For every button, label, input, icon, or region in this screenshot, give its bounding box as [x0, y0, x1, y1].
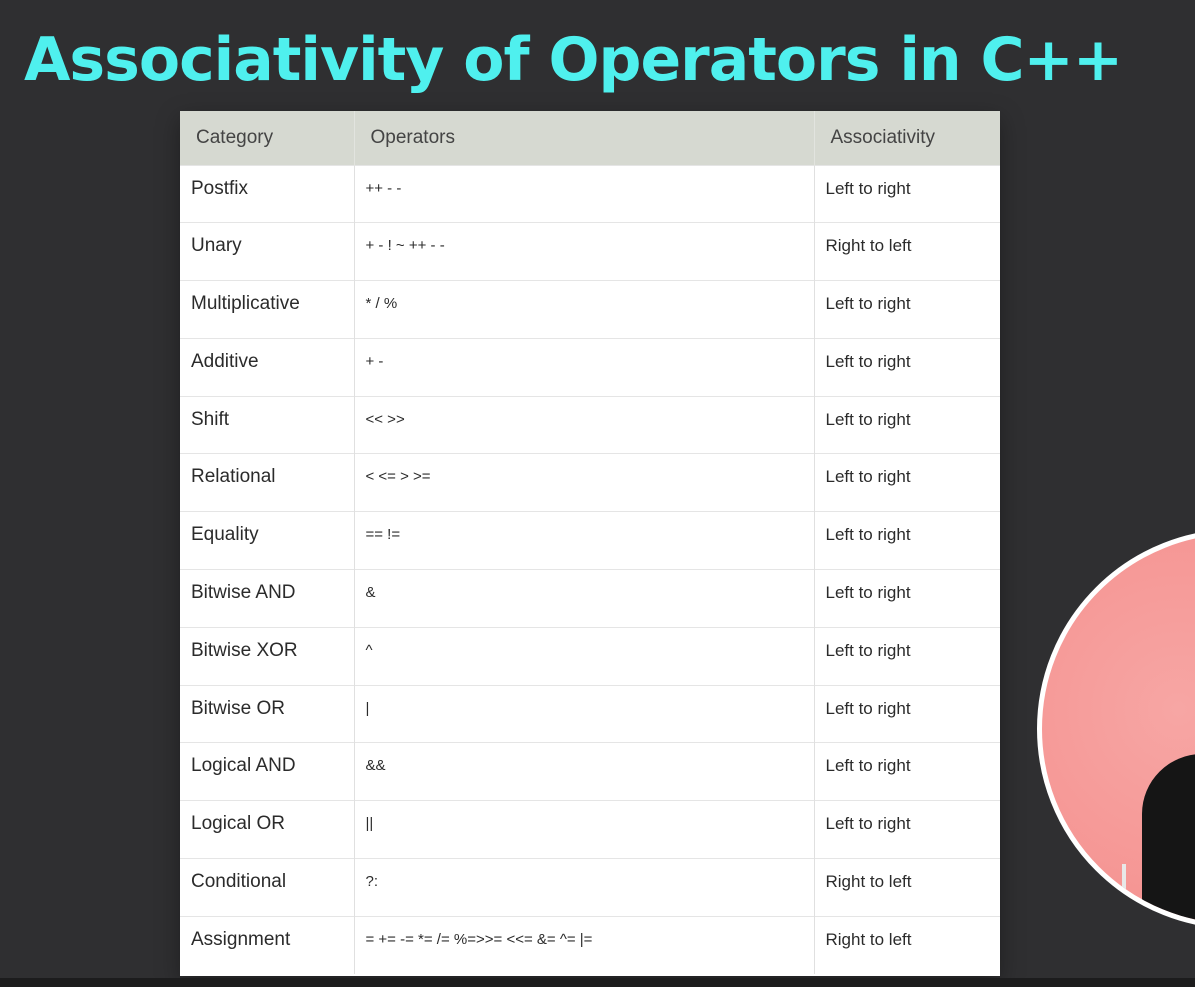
associativity-cell: Right to left — [825, 929, 912, 949]
header-operators: Operators — [354, 111, 815, 165]
table-row: Logical OR || Left to right — [180, 800, 1000, 859]
associativity-cell: Left to right — [825, 525, 911, 545]
category-cell: Assignment — [180, 916, 355, 975]
associativity-cell: Left to right — [825, 583, 911, 603]
table-header-row: Category Operators Associativity — [180, 111, 1000, 165]
table-row: Bitwise AND & Left to right — [180, 569, 1000, 628]
category-cell: Bitwise XOR — [180, 627, 355, 686]
table-row: Shift << >> Left to right — [180, 396, 1000, 454]
slide-title: Associativity of Operators in C++ — [24, 25, 1123, 95]
associativity-cell: Left to right — [825, 467, 911, 487]
operators-cell: || — [354, 800, 815, 859]
operators-cell: * / % — [354, 280, 815, 339]
table-row: Multiplicative * / % Left to right — [180, 280, 1000, 339]
associativity-cell: Left to right — [825, 294, 911, 314]
table-row: Additive + - Left to right — [180, 338, 1000, 397]
operators-cell: = += -= *= /= %=>>= <<= &= ^= |= — [354, 916, 815, 975]
table-row: Bitwise XOR ^ Left to right — [180, 627, 1000, 686]
operators-cell: & — [354, 569, 815, 628]
header-category: Category — [180, 111, 355, 165]
category-cell: Logical AND — [180, 742, 355, 801]
associativity-cell: Left to right — [825, 756, 911, 776]
category-cell: Conditional — [180, 858, 355, 917]
operators-cell: ++ - - — [354, 165, 815, 223]
category-cell: Multiplicative — [180, 280, 355, 339]
header-associativity: Associativity — [830, 126, 936, 148]
presenter-webcam-avatar — [1037, 529, 1195, 929]
table-row: Unary + - ! ~ ++ - - Right to left — [180, 222, 1000, 281]
table-row: Postfix ++ - - Left to right — [180, 165, 1000, 223]
operators-cell: << >> — [354, 396, 815, 454]
category-cell: Logical OR — [180, 800, 355, 859]
operators-cell: < <= > >= — [354, 453, 815, 512]
associativity-cell: Left to right — [825, 698, 911, 718]
table-row: Logical AND && Left to right — [180, 742, 1000, 801]
category-cell: Shift — [180, 396, 355, 454]
associativity-cell: Right to left — [825, 236, 912, 256]
category-cell: Additive — [180, 338, 355, 397]
associativity-cell: Left to right — [825, 178, 911, 198]
operators-cell: == != — [354, 511, 815, 570]
operators-table: Category Operators Associativity Postfix… — [180, 111, 1000, 975]
associativity-cell: Left to right — [825, 409, 911, 429]
category-cell: Bitwise AND — [180, 569, 355, 628]
associativity-cell: Left to right — [825, 640, 911, 660]
table-row: Equality == != Left to right — [180, 511, 1000, 570]
table-row: Assignment = += -= *= /= %=>>= <<= &= ^=… — [180, 916, 1000, 975]
bottom-strip — [0, 978, 1195, 987]
operators-cell: + - ! ~ ++ - - — [354, 222, 815, 281]
table-row: Bitwise OR | Left to right — [180, 685, 1000, 743]
operators-cell: ^ — [354, 627, 815, 686]
operators-cell: && — [354, 742, 815, 801]
table-row: Conditional ?: Right to left — [180, 858, 1000, 917]
category-cell: Unary — [180, 222, 355, 281]
category-cell: Relational — [180, 453, 355, 512]
associativity-cell: Left to right — [825, 351, 911, 371]
operators-cell: ?: — [354, 858, 815, 917]
mic-stand — [1122, 864, 1126, 904]
operators-table-container: Category Operators Associativity Postfix… — [180, 111, 1000, 976]
operators-cell: | — [354, 685, 815, 743]
category-cell: Bitwise OR — [180, 685, 355, 743]
associativity-cell: Right to left — [825, 872, 912, 892]
operators-cell: + - — [354, 338, 815, 397]
associativity-cell: Left to right — [825, 814, 911, 834]
table-row: Relational < <= > >= Left to right — [180, 453, 1000, 512]
presenter-figure — [1142, 754, 1195, 924]
category-cell: Equality — [180, 511, 355, 570]
category-cell: Postfix — [180, 165, 355, 223]
